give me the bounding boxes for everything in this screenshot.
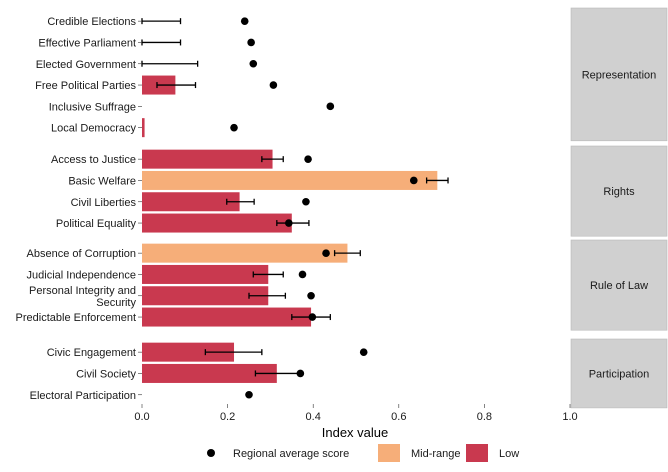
- average-point: [298, 270, 307, 279]
- y-tick-label: Access to Justice: [51, 154, 136, 166]
- y-tick-label: Elected Government: [36, 59, 136, 71]
- average-point: [307, 291, 315, 300]
- bar: [142, 149, 273, 169]
- average-point: [296, 369, 305, 378]
- panel-3: Participation Civic Engagement Civil Socie…: [30, 338, 668, 409]
- average-point: [285, 219, 293, 227]
- average-point: [322, 249, 330, 257]
- bar: [142, 342, 235, 362]
- legend-item: Low: [466, 444, 519, 462]
- bar: [142, 192, 240, 212]
- legend-point-key: [207, 449, 215, 457]
- y-tick-label: Judicial Independence: [27, 269, 136, 281]
- y-tick-label: Predictable Enforcement: [16, 312, 136, 324]
- average-point: [269, 81, 278, 89]
- y-tick-label: Local Democracy: [51, 123, 136, 135]
- facet-strip-label: Rights: [603, 186, 635, 198]
- x-tick-label: 1.0: [562, 411, 577, 423]
- legend-label: Regional average score: [233, 448, 349, 460]
- bar: [142, 170, 438, 190]
- y-tick-label: Personal Integrity and Security: [29, 285, 137, 309]
- x-axis-title: Index value: [322, 425, 389, 440]
- y-tick-label: Absence of Corruption: [27, 248, 136, 260]
- facet-strip: [570, 7, 668, 142]
- y-tick-label: Basic Welfare: [68, 175, 136, 187]
- y-tick-label: Free Political Parties: [35, 80, 136, 92]
- average-point: [249, 59, 258, 68]
- y-tick-label: Civil Society: [76, 368, 136, 380]
- facet-strip-label: Participation: [589, 368, 650, 380]
- average-point: [308, 313, 317, 321]
- bar: [142, 363, 277, 383]
- average-point: [230, 123, 238, 132]
- average-point: [302, 197, 310, 206]
- panels-layer: Representation Credible Elections Effectiv…: [16, 7, 668, 409]
- y-tick-label: Civil Liberties: [71, 197, 137, 209]
- legend: Regional average score Mid-range Low: [207, 444, 519, 462]
- average-point: [304, 155, 312, 163]
- bar: [142, 243, 348, 263]
- average-point: [326, 102, 335, 111]
- bar: [142, 307, 312, 327]
- y-tick-label: Electoral Participation: [30, 390, 136, 402]
- facet-strip: [570, 145, 668, 237]
- panel-1: Rights Access to Justice Basic Welfare Civi…: [51, 145, 668, 237]
- x-tick-label: 0.8: [477, 411, 492, 423]
- legend-label: Low: [499, 448, 519, 460]
- x-tick-label: 0.4: [306, 411, 321, 423]
- facet-strip: [570, 338, 668, 409]
- y-tick-label: Political Equality: [56, 218, 137, 230]
- panel-2: Rule of Law Absence of Corruption Judicial…: [16, 239, 668, 331]
- average-point: [247, 38, 255, 47]
- average-point: [409, 176, 418, 185]
- y-tick-label: Inclusive Suffrage: [49, 101, 136, 113]
- facet-strip: [570, 239, 668, 331]
- x-axis: 0.0 0.2 0.4 0.6 0.8 1.0: [134, 404, 578, 423]
- y-tick-label: Effective Parliament: [38, 37, 136, 49]
- panel-0: Representation Credible Elections Effectiv…: [35, 7, 668, 142]
- legend-item: Mid-range: [378, 444, 461, 462]
- facet-strip-label: Representation: [582, 69, 657, 81]
- legend-fill-key: [466, 444, 488, 462]
- facet-strip-label: Rule of Law: [590, 280, 648, 292]
- bar: [142, 118, 145, 138]
- x-tick-label: 0.6: [391, 411, 406, 423]
- y-tick-label: Civic Engagement: [47, 347, 136, 359]
- legend-fill-key: [378, 444, 400, 462]
- average-point: [245, 390, 253, 399]
- bar: [142, 286, 269, 306]
- y-tick-label: Credible Elections: [47, 16, 136, 28]
- legend-item: Regional average score: [207, 448, 349, 460]
- bar: [142, 264, 269, 284]
- average-point: [359, 348, 368, 356]
- x-tick-label: 0.0: [134, 411, 149, 423]
- average-point: [240, 17, 249, 25]
- legend-label: Mid-range: [411, 448, 461, 460]
- bar: [142, 213, 292, 233]
- x-tick-label: 0.2: [220, 411, 235, 423]
